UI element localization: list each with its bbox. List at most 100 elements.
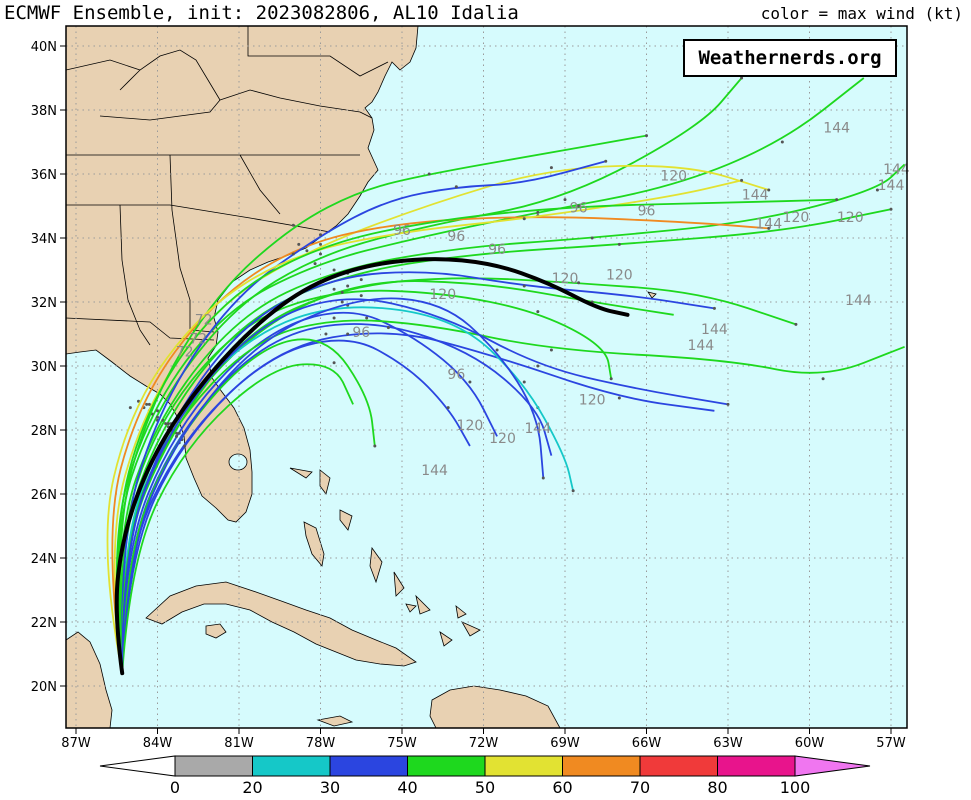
track-point bbox=[297, 242, 301, 246]
track-point bbox=[821, 377, 825, 381]
track-point bbox=[617, 242, 621, 246]
lon-tick-label: 75W bbox=[387, 736, 417, 751]
ensemble-member-track bbox=[117, 198, 837, 674]
track-point bbox=[166, 422, 170, 426]
track-point bbox=[617, 396, 621, 400]
lat-lon-grid bbox=[66, 26, 907, 728]
lat-tick-label: 32N bbox=[31, 296, 57, 311]
lon-tick-label: 78W bbox=[306, 736, 336, 751]
track-point bbox=[164, 422, 168, 426]
brand-text: Weathernerds.org bbox=[698, 47, 881, 69]
track-point bbox=[794, 322, 798, 326]
track-point bbox=[319, 252, 322, 256]
forecast-hour-label: 120 bbox=[552, 271, 579, 287]
ensemble-member-track bbox=[121, 332, 715, 674]
track-point bbox=[346, 284, 350, 288]
track-point bbox=[726, 402, 730, 406]
forecast-hour-label: 72 bbox=[195, 312, 213, 328]
lat-tick-label: 40N bbox=[31, 40, 57, 55]
ensemble-mean-track bbox=[114, 257, 630, 676]
track-point bbox=[332, 361, 336, 365]
forecast-hour-label: 144 bbox=[823, 120, 850, 136]
lon-tick-label: 66W bbox=[632, 736, 662, 751]
forecast-hour-label: 72 bbox=[189, 332, 207, 348]
color-legend-note: color = max wind (kt) bbox=[760, 4, 963, 23]
map-title: ECMWF Ensemble, init: 2023082806, AL10 I… bbox=[4, 2, 519, 24]
colorbar-bin bbox=[252, 755, 331, 777]
track-point bbox=[577, 281, 581, 285]
track-point bbox=[571, 489, 575, 493]
track-point bbox=[549, 166, 553, 170]
forecast-hour-label: 96 bbox=[488, 242, 506, 258]
forecast-hour-label: 120 bbox=[783, 210, 810, 226]
forecast-hour-label: 120 bbox=[660, 168, 687, 184]
colorbar-bin bbox=[639, 755, 718, 777]
track-point bbox=[740, 178, 744, 182]
forecast-hour-label: 144 bbox=[421, 463, 448, 479]
lon-tick-label: 87W bbox=[61, 736, 91, 751]
yucatan bbox=[66, 631, 113, 728]
track-point bbox=[332, 287, 336, 291]
forecast-hour-label: 120 bbox=[457, 418, 484, 434]
track-point bbox=[313, 262, 317, 266]
lat-tick-label: 38N bbox=[31, 104, 57, 119]
lon-tick-label: 60W bbox=[795, 736, 825, 751]
track-point bbox=[536, 210, 540, 214]
lat-tick-label: 36N bbox=[31, 168, 57, 183]
forecast-hour-label: 96 bbox=[447, 367, 465, 383]
colorbar-max-arrow bbox=[794, 755, 871, 777]
colorbar-label: 50 bbox=[475, 778, 495, 797]
track-point bbox=[740, 76, 744, 80]
forecast-hour-label: 96 bbox=[638, 204, 656, 220]
forecast-hour-label: 144 bbox=[687, 338, 714, 354]
track-point bbox=[549, 348, 553, 352]
track-point bbox=[536, 310, 540, 314]
track-point bbox=[577, 204, 581, 208]
colorbar-min-arrow bbox=[99, 755, 176, 777]
colorbar-label: 70 bbox=[630, 778, 650, 797]
track-point bbox=[346, 332, 350, 336]
lon-tick-label: 69W bbox=[550, 736, 580, 751]
track-point bbox=[128, 406, 132, 410]
forecast-hour-label: 120 bbox=[606, 268, 633, 284]
ensemble-member-track bbox=[111, 216, 769, 674]
colorbar-bin bbox=[329, 755, 408, 777]
colorbar-bin bbox=[407, 755, 486, 777]
track-point bbox=[780, 140, 784, 144]
cuba bbox=[145, 581, 417, 667]
ensemble-member-track bbox=[121, 338, 376, 674]
forecast-hour-label: 96 bbox=[352, 325, 370, 341]
ensemble-member-track bbox=[121, 277, 797, 674]
track-point bbox=[136, 399, 140, 403]
forecast-hour-label: 120 bbox=[579, 392, 606, 408]
track-point bbox=[541, 476, 545, 480]
track-point bbox=[495, 348, 499, 352]
ensemble-member-track bbox=[117, 77, 743, 674]
forecast-hour-label: 144 bbox=[755, 216, 782, 232]
track-point bbox=[305, 249, 309, 253]
map-frame bbox=[65, 25, 908, 729]
track-point bbox=[835, 198, 839, 202]
track-point bbox=[145, 402, 149, 406]
track-point bbox=[291, 223, 295, 227]
track-point bbox=[522, 217, 526, 221]
colorbar-bin bbox=[562, 755, 641, 777]
track-point bbox=[359, 294, 363, 298]
track-point bbox=[373, 444, 377, 448]
lat-tick-label: 22N bbox=[31, 616, 57, 631]
colorbar-label: 80 bbox=[707, 778, 727, 797]
track-point bbox=[332, 268, 336, 272]
track-point bbox=[177, 431, 181, 435]
track-point bbox=[889, 207, 893, 211]
track-point bbox=[427, 172, 431, 176]
track-point bbox=[359, 278, 363, 282]
track-point bbox=[291, 252, 295, 256]
lon-tick-label: 57W bbox=[876, 736, 906, 751]
lon-tick-label: 84W bbox=[143, 736, 173, 751]
track-point bbox=[340, 290, 344, 294]
track-point bbox=[645, 134, 648, 138]
track-point bbox=[590, 236, 594, 240]
colorbar-label: 60 bbox=[552, 778, 572, 797]
wind-colorbar: 0 20 30 40 50 60 70 80 100 bbox=[99, 755, 871, 797]
